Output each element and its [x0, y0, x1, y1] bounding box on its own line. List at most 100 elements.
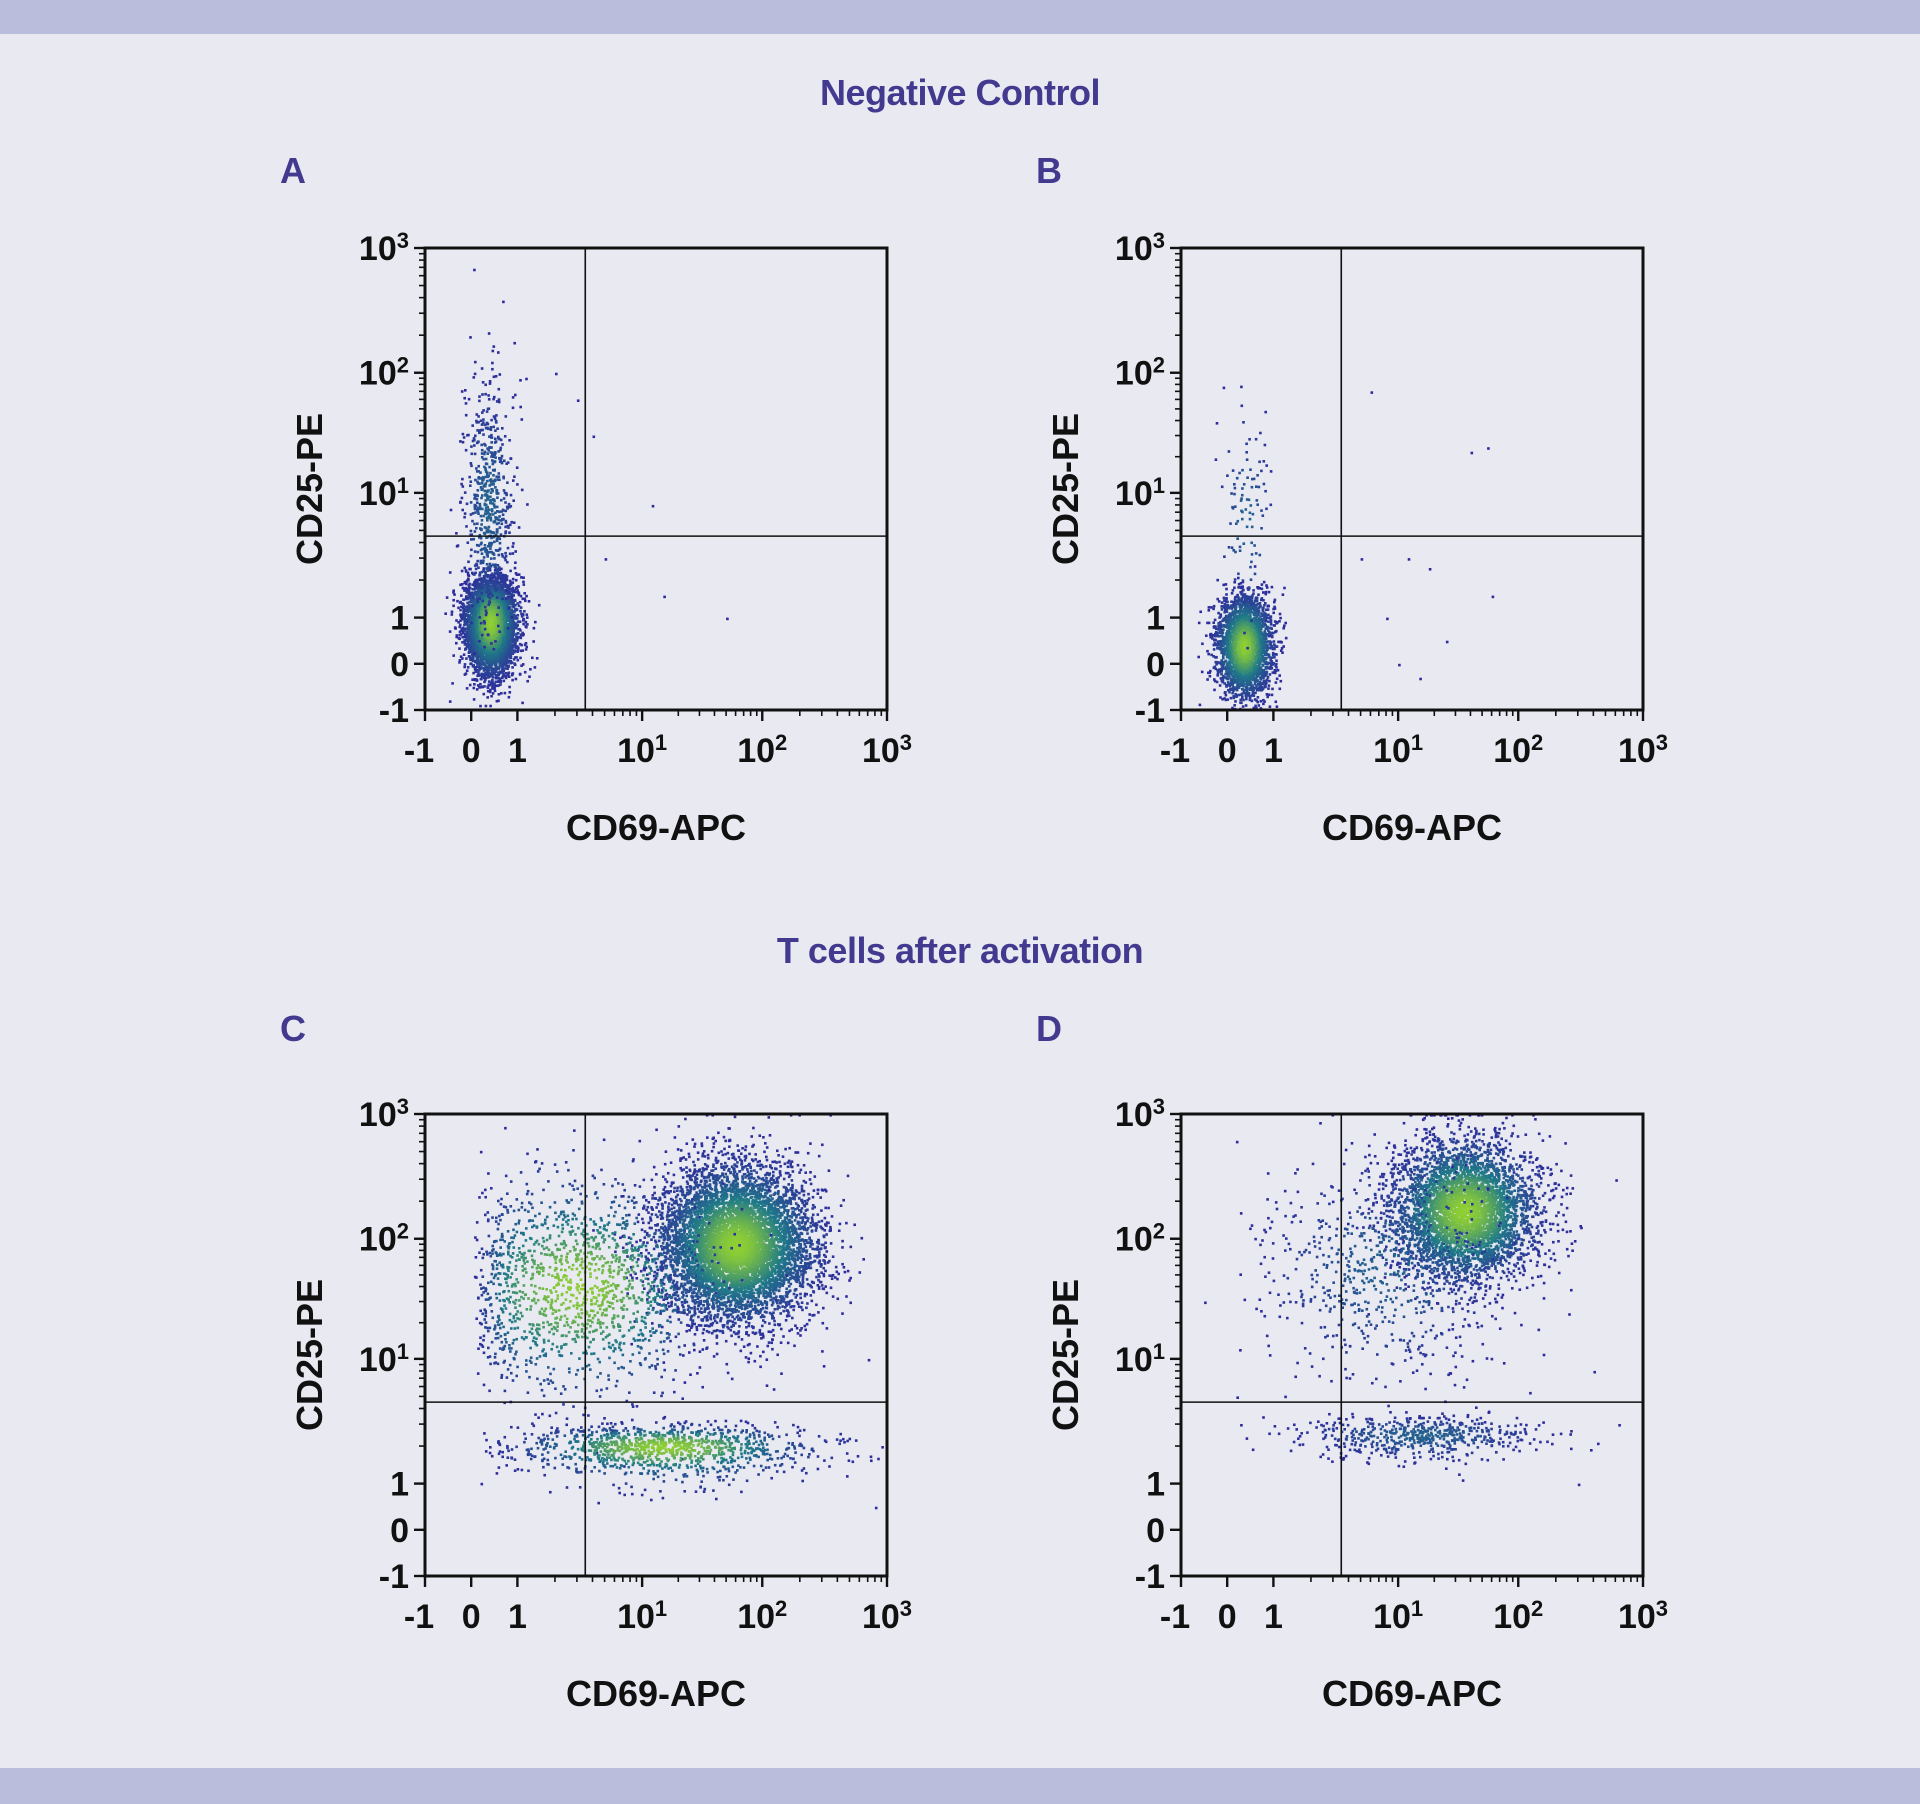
- event-dot: [489, 530, 492, 533]
- event-dot: [510, 520, 513, 524]
- event-dot: [487, 515, 491, 518]
- event-dot: [489, 499, 492, 502]
- event-dot: [484, 665, 487, 669]
- event-dot: [489, 615, 492, 619]
- event-dot: [485, 479, 489, 483]
- event-dot: [493, 593, 497, 597]
- event-dot: [497, 450, 500, 453]
- event-dot: [511, 603, 515, 607]
- event-dot: [510, 596, 514, 599]
- panel-label-a: A: [280, 150, 306, 192]
- event-dot: [522, 576, 525, 579]
- event-dot: [486, 672, 490, 676]
- event-dot: [489, 652, 493, 655]
- event-dot: [478, 578, 481, 582]
- event-dot: [503, 648, 507, 652]
- event-dot: [476, 506, 480, 510]
- event-dot: [485, 588, 488, 591]
- event-dot: [475, 668, 478, 672]
- event-dot: [479, 704, 482, 708]
- event-dot: [493, 441, 497, 444]
- event-dot: [486, 696, 489, 699]
- y-axis-label: CD25-PE: [289, 413, 330, 565]
- event-dot: [494, 429, 497, 432]
- event-dot: [471, 604, 474, 608]
- event-dot: [475, 593, 478, 596]
- event-dot: [505, 650, 509, 653]
- event-dot: [457, 621, 460, 624]
- event-dot: [489, 547, 492, 550]
- event-dot: [460, 390, 464, 393]
- event-dot: [493, 468, 496, 472]
- event-dot: [504, 554, 508, 558]
- event-dot: [507, 610, 510, 613]
- flow-plot-b: -1 0 1 101 102 103-101101102103CD69-APCCD25-P…: [1045, 228, 1668, 849]
- event-dot: [466, 573, 470, 577]
- event-dot: [482, 567, 486, 570]
- event-dot: [489, 491, 493, 494]
- event-dot: [513, 614, 516, 617]
- event-dot: [499, 656, 502, 660]
- event-dot: [490, 646, 493, 649]
- event-dot: [497, 667, 501, 670]
- event-dot: [461, 477, 464, 481]
- event-dot: [507, 595, 511, 599]
- event-dot: [488, 586, 492, 590]
- event-dot: [496, 564, 500, 567]
- event-dot: [453, 593, 456, 596]
- event-dot: [480, 448, 484, 452]
- event-dot: [504, 415, 508, 418]
- event-dot: [470, 445, 473, 448]
- event-dot: [504, 676, 508, 680]
- event-dot: [486, 676, 490, 679]
- event-dot: [481, 606, 484, 610]
- event-dot: [511, 598, 515, 602]
- event-dot: [491, 453, 494, 456]
- event-dot: [485, 601, 488, 604]
- event-dot: [474, 567, 478, 571]
- event-dot: [508, 685, 511, 689]
- event-dot: [473, 505, 477, 508]
- event-dot: [486, 519, 489, 522]
- event-dot: [476, 623, 480, 627]
- event-dot: [474, 643, 477, 646]
- event-dot: [503, 667, 507, 670]
- event-dot: [524, 620, 528, 624]
- event-dot: [486, 581, 489, 585]
- event-dot: [476, 600, 479, 604]
- event-dot: [508, 619, 512, 623]
- event-dot: [486, 649, 490, 653]
- event-dot: [476, 603, 480, 607]
- event-dot: [458, 633, 461, 637]
- event-dot: [485, 567, 488, 570]
- event-dot: [480, 456, 484, 459]
- event-dot: [472, 376, 476, 379]
- event-dot: [503, 643, 506, 647]
- event-dot: [498, 640, 502, 643]
- event-dot: [516, 589, 519, 592]
- event-dot: [467, 641, 470, 645]
- event-dot: [505, 619, 509, 622]
- event-dot: [505, 640, 509, 644]
- event-dot: [494, 486, 497, 489]
- event-dot: [477, 415, 480, 418]
- event-dot: [484, 676, 488, 680]
- event-dot: [479, 584, 483, 587]
- event-dot: [500, 567, 503, 571]
- event-dot: [467, 614, 471, 617]
- event-dot: [469, 533, 472, 537]
- event-dot: [465, 502, 469, 506]
- event-dot: [514, 622, 518, 625]
- event-dot: [497, 624, 500, 628]
- event-dot: [472, 617, 475, 621]
- event-dot: [485, 563, 489, 566]
- event-dot: [506, 615, 509, 619]
- event-dot: [504, 519, 508, 523]
- event-dot: [467, 609, 471, 612]
- event-dot: [490, 617, 493, 620]
- event-dot: [475, 586, 479, 589]
- event-dot: [478, 502, 482, 506]
- event-dot: [465, 657, 468, 660]
- event-dot: [478, 632, 481, 635]
- event-dot: [493, 668, 496, 671]
